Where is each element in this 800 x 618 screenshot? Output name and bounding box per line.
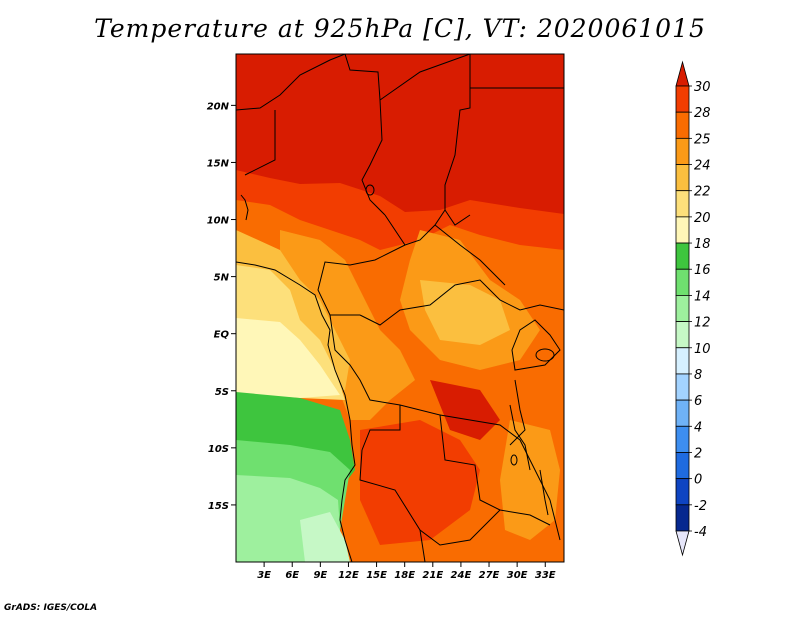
lon-tick-label: 6E: [285, 570, 299, 581]
lat-tick-label: 10S: [208, 444, 229, 455]
map-frame: [235, 53, 565, 563]
lakes: [365, 184, 555, 516]
lake-victoria: [535, 348, 555, 362]
field-18-band: [236, 318, 340, 398]
latitude-axis: 20N 15N 10N 5N EQ 5S 10S 15S: [207, 101, 236, 512]
lake-malawi: [539, 469, 549, 516]
colorbar-label: 28: [694, 106, 711, 121]
colorbar-segment: [675, 295, 690, 322]
lake-tanganyika: [509, 404, 531, 471]
colorbar-label: 8: [694, 368, 702, 383]
colorbar-segment: [675, 452, 690, 480]
colorbar-label: 18: [694, 237, 711, 252]
lat-tick-label: 5S: [215, 387, 229, 398]
colorbar-label: 25: [694, 132, 711, 147]
colorbar-segment: [675, 321, 690, 349]
colorbar-segment: [675, 242, 690, 270]
colorbar-bottom-triangle: [675, 530, 690, 557]
credit-label: GrADS: IGES/COLA: [4, 603, 98, 613]
lat-tick-label: 5N: [214, 273, 230, 284]
colorbar-label: 16: [694, 263, 711, 278]
field-24-band-west: [280, 230, 415, 420]
colorbar-segment: [675, 347, 690, 375]
lon-tick-label: 21E: [422, 570, 443, 581]
colorbar-label: 12: [694, 316, 711, 331]
lon-tick-label: 27E: [479, 570, 500, 581]
lat-tick-label: 20N: [207, 101, 230, 112]
lon-tick-label: 9E: [313, 570, 327, 581]
colorbar-label: 20: [694, 211, 711, 226]
colorbar-segment: [675, 85, 690, 113]
lon-tick-label: 12E: [338, 570, 359, 581]
colorbar-label: 6: [694, 394, 702, 409]
colorbar-label: 30: [694, 80, 711, 95]
lon-tick-label: 15E: [366, 570, 387, 581]
colorbar-segment: [675, 137, 690, 165]
colorbar-segment: [675, 399, 690, 427]
colorbar-top-triangle: [675, 60, 690, 87]
colorbar-segment: [675, 478, 690, 506]
field-10-band: [300, 512, 350, 562]
lat-tick-label: 10N: [207, 216, 230, 227]
lon-tick-label: 30E: [507, 570, 528, 581]
colorbar-segment: [675, 504, 690, 532]
longitude-axis: 3E 6E 9E 12E 15E 18E 21E 24E 27E 30E 33E: [257, 562, 556, 581]
lat-tick-label: EQ: [214, 330, 230, 341]
lake-mweru: [510, 454, 518, 466]
colorbar-label: 0: [694, 473, 702, 488]
colorbar-label: 22: [694, 185, 711, 200]
temperature-field: [236, 54, 564, 562]
colorbar-label: 4: [694, 420, 702, 435]
colorbar-label: -4: [694, 525, 707, 540]
field-24-band-south: [500, 420, 560, 540]
colorbar-label: 2: [694, 446, 702, 461]
lon-tick-label: 3E: [257, 570, 271, 581]
colorbar-label: 14: [694, 289, 711, 304]
colorbar-segment: [675, 216, 690, 244]
colorbar-segment: [675, 111, 690, 139]
coastline: [236, 261, 356, 562]
colorbar-label: -2: [694, 499, 707, 514]
lon-tick-label: 24E: [451, 570, 472, 581]
lake-chad: [365, 184, 375, 196]
field-22-band-east: [420, 280, 510, 345]
lon-tick-label: 18E: [394, 570, 415, 581]
lon-tick-label: 33E: [535, 570, 556, 581]
coast-fragment: [240, 194, 249, 221]
lat-tick-label: 15N: [207, 158, 230, 169]
lat-tick-label: 15S: [208, 501, 229, 512]
colorbar-label: 24: [694, 159, 711, 174]
colorbar-segment: [675, 425, 690, 453]
field-28-interior: [360, 420, 480, 545]
colorbar-segment: [675, 373, 690, 401]
colorbar-segment: [675, 190, 690, 218]
colorbar-segment: [675, 268, 690, 296]
field-30-interior: [430, 380, 500, 440]
colorbar-label: 10: [694, 342, 711, 357]
colorbar-segment: [675, 164, 690, 192]
map-title: Temperature at 925hPa [C], VT: 202006101…: [94, 14, 706, 43]
